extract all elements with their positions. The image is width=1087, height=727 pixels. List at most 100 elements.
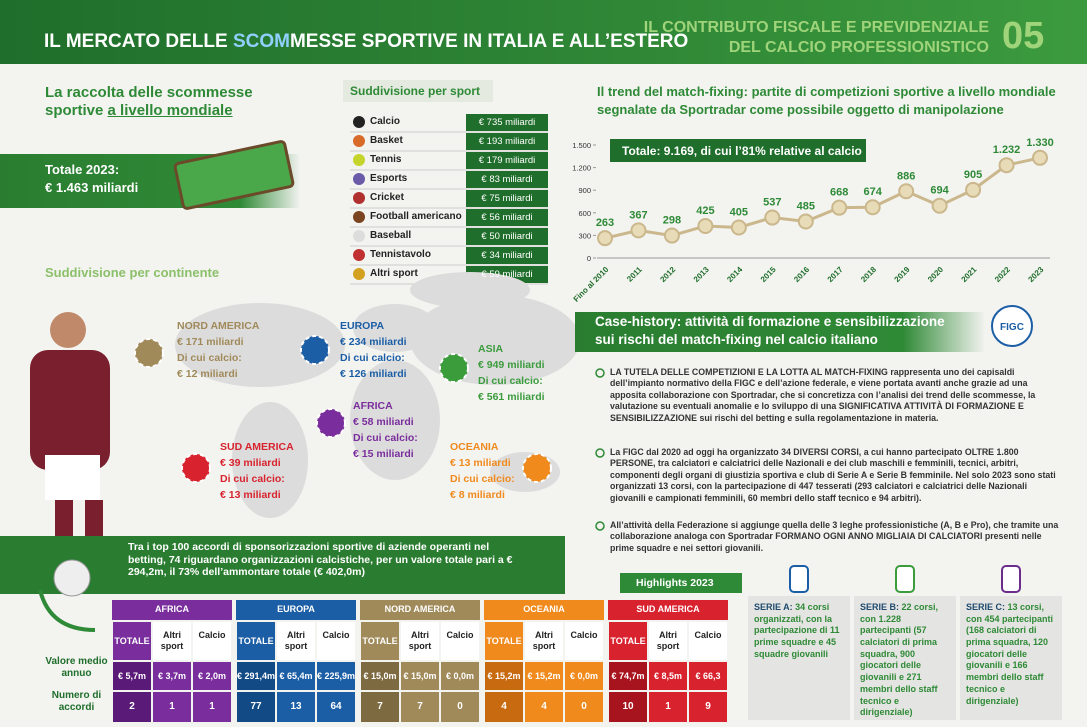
value-label: 425 bbox=[696, 205, 714, 217]
column-name: TOTALE bbox=[610, 636, 646, 646]
column-head bbox=[565, 622, 603, 660]
sport-value-box bbox=[466, 171, 548, 188]
x-tick-label: 2016 bbox=[792, 265, 811, 284]
league-logo bbox=[1001, 565, 1021, 593]
cell-value: € 15,0m bbox=[403, 671, 437, 681]
title-part: SCOM bbox=[232, 31, 290, 52]
value-cell bbox=[649, 662, 687, 690]
bullet bbox=[595, 368, 605, 378]
continent-football-value: € 13 miliardi bbox=[220, 489, 281, 501]
value-cell bbox=[317, 662, 355, 690]
continent-value: € 234 miliardi bbox=[340, 336, 407, 348]
value-cell bbox=[565, 662, 603, 690]
cell-value: € 5,7m bbox=[117, 671, 147, 681]
y-tick-label: 900 bbox=[578, 186, 591, 195]
sport-name: Calcio bbox=[370, 116, 401, 127]
highlight-box bbox=[960, 596, 1062, 720]
count-cell bbox=[441, 692, 479, 722]
sport-icon bbox=[353, 173, 365, 185]
cell-value: € 291,4m bbox=[236, 671, 276, 681]
column-head bbox=[609, 622, 647, 660]
sport-value: € 34 miliardi bbox=[481, 250, 533, 261]
title-part: IL MERCATO DELLE bbox=[44, 31, 233, 52]
t3: a livello mondiale bbox=[107, 102, 233, 119]
chip bbox=[316, 408, 346, 438]
sport-icon bbox=[353, 135, 365, 147]
case-title: sui rischi del match-fixing nel calcio i… bbox=[595, 332, 878, 347]
count-cell bbox=[485, 692, 523, 722]
group-name: OCEANIA bbox=[523, 604, 565, 614]
sport-value: € 75 miliardi bbox=[481, 193, 533, 204]
point bbox=[730, 219, 747, 236]
value-cell bbox=[237, 662, 275, 690]
column-head bbox=[401, 622, 439, 660]
value-cell bbox=[361, 662, 399, 690]
highlight-name: SERIE B: bbox=[860, 602, 900, 612]
column-head bbox=[649, 622, 687, 660]
highlight-name: SERIE A: bbox=[754, 602, 793, 612]
title-part: MESSE SPORTIVE IN ITALIA E ALL’ESTERO bbox=[289, 31, 689, 52]
row-label: Valore medio annuo bbox=[45, 656, 108, 679]
x-tick-label: 2014 bbox=[725, 265, 744, 284]
column-head bbox=[153, 622, 191, 660]
section-number: 05 bbox=[1002, 15, 1045, 57]
sport-name: Baseball bbox=[370, 230, 412, 241]
sport-value-box bbox=[466, 247, 548, 264]
x-tick-label: Fino al 2010 bbox=[572, 265, 611, 304]
cell-count: 64 bbox=[330, 701, 342, 712]
continent-football-label: Di cui calcio: bbox=[177, 352, 242, 364]
continent-football-label: Di cui calcio: bbox=[450, 473, 515, 485]
continent-name: AFRICA bbox=[353, 400, 393, 412]
highlight-name: SERIE C: bbox=[966, 602, 1006, 612]
point bbox=[797, 213, 814, 230]
continent-football-label: Di cui calcio: bbox=[220, 473, 285, 485]
continent-football-label: Di cui calcio: bbox=[478, 375, 543, 387]
chip bbox=[134, 338, 164, 368]
count-cell bbox=[649, 692, 687, 722]
annotation-band bbox=[610, 139, 866, 162]
column-name: TOTALE bbox=[238, 636, 274, 646]
cell-value: € 225,9m bbox=[316, 671, 356, 681]
sport-name: Football americano bbox=[370, 211, 462, 222]
x-tick-label: 2017 bbox=[826, 265, 845, 284]
x-tick-label: 2021 bbox=[960, 265, 979, 284]
bullet-text: La FIGC dal 2020 ad oggi ha organizzato … bbox=[610, 447, 1056, 503]
count-cell bbox=[525, 692, 563, 722]
y-tick-label: 1.200 bbox=[572, 164, 591, 173]
point bbox=[965, 181, 982, 198]
bullet bbox=[595, 448, 605, 458]
column-head bbox=[689, 622, 727, 660]
cell-count: 77 bbox=[250, 701, 262, 712]
world-title: La raccolta delle scommesse sportive a li… bbox=[45, 84, 253, 120]
continent-name: SUD AMERICA bbox=[220, 441, 294, 453]
count-cell bbox=[237, 692, 275, 722]
sport-value-box bbox=[466, 209, 548, 226]
cell-value: € 0,0m bbox=[569, 671, 599, 681]
column-name: Calcio bbox=[322, 630, 350, 640]
column-head bbox=[113, 622, 151, 660]
sport-value: € 59 miliardi bbox=[481, 269, 533, 280]
ball bbox=[53, 559, 91, 597]
continent-name: ASIA bbox=[478, 343, 504, 355]
sports-head bbox=[343, 80, 493, 102]
chip bbox=[522, 453, 552, 483]
x-tick-label: 2019 bbox=[893, 265, 912, 284]
point bbox=[864, 199, 881, 216]
point bbox=[998, 157, 1015, 174]
column-head bbox=[277, 622, 315, 660]
bullet-text: All’attività della Federazione si aggiun… bbox=[610, 520, 1059, 553]
cell-value: € 2,0m bbox=[197, 671, 227, 681]
highlights-title: Highlights 2023 bbox=[636, 577, 714, 589]
value-label: 367 bbox=[629, 209, 647, 221]
x-tick-label: 2020 bbox=[926, 265, 945, 284]
sport-icon bbox=[353, 154, 365, 166]
group-name: SUD AMERICA bbox=[636, 604, 700, 614]
column-name: Calcio bbox=[570, 630, 598, 640]
column-name: Altri sport bbox=[284, 630, 308, 651]
sport-name: Esports bbox=[370, 173, 408, 184]
value-label: 537 bbox=[763, 197, 781, 209]
count-cell bbox=[193, 692, 231, 722]
count-cell bbox=[361, 692, 399, 722]
column-name: Calcio bbox=[694, 630, 722, 640]
league-logo bbox=[789, 565, 809, 593]
